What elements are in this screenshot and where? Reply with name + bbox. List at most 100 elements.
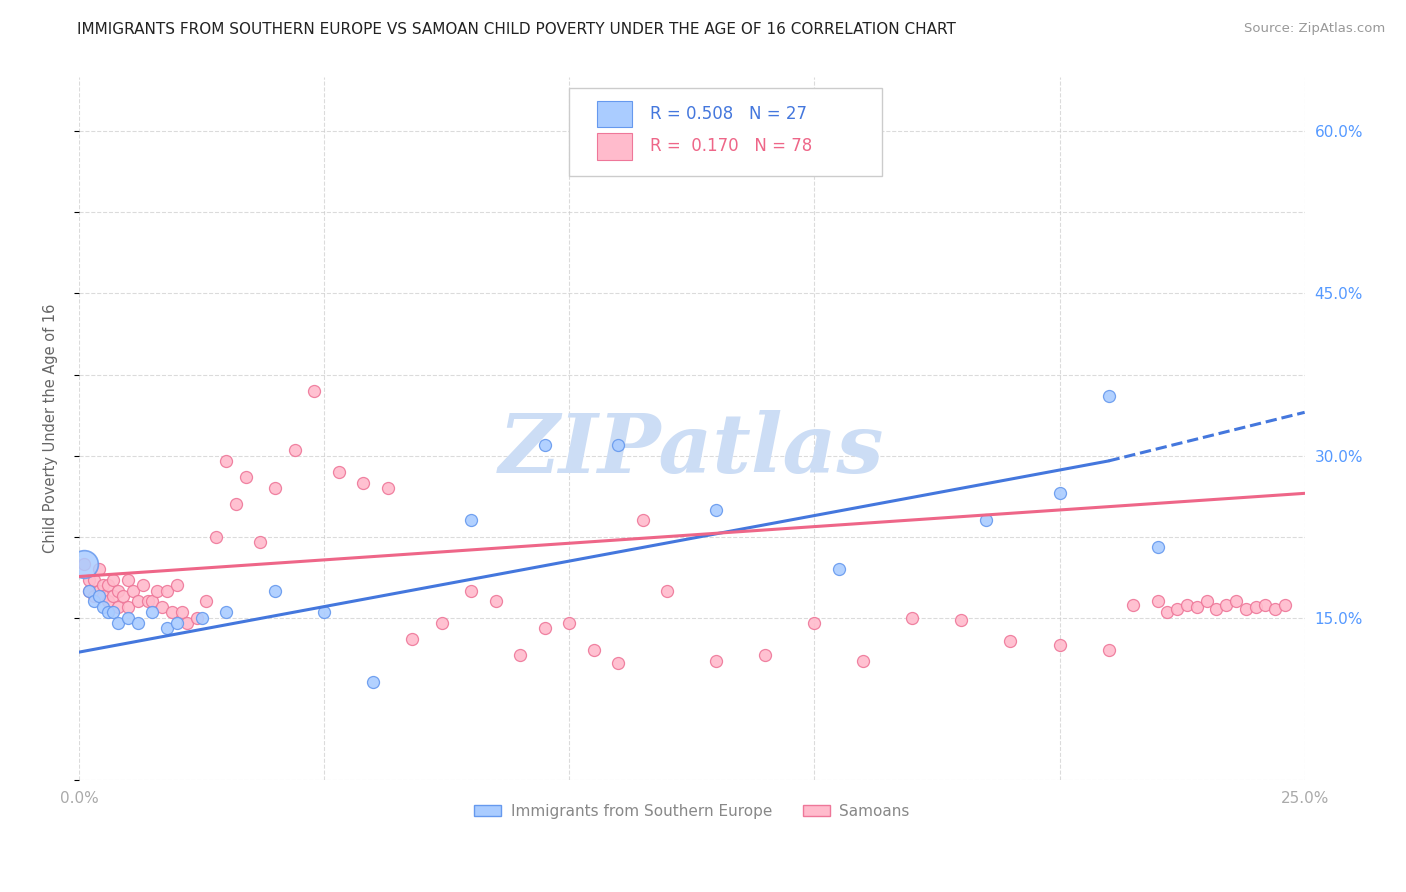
Point (93, 599, 115, 614)
Point (657, 583, 679, 598)
Point (117, 599, 139, 614)
Point (176, 615, 198, 630)
Y-axis label: Child Poverty Under the Age of 16: Child Poverty Under the Age of 16 (44, 304, 58, 553)
Point (950, 613, 973, 627)
Point (1205, 602, 1227, 616)
Point (83, 589, 105, 603)
Point (215, 454, 238, 468)
Legend: Immigrants from Southern Europe, Samoans: Immigrants from Southern Europe, Samoans (468, 797, 915, 824)
Point (122, 583, 145, 598)
Point (127, 615, 149, 630)
Bar (598, 133, 631, 160)
Point (249, 535, 271, 549)
Point (73, 557, 96, 571)
Point (83, 573, 105, 587)
Point (1122, 598, 1144, 612)
Point (852, 654, 875, 668)
Point (401, 632, 423, 647)
Point (558, 615, 581, 630)
Point (156, 583, 179, 598)
Point (1097, 389, 1119, 403)
Point (87, 562, 110, 576)
Point (103, 573, 125, 587)
Point (77, 573, 100, 587)
Point (127, 594, 149, 608)
Point (97, 594, 120, 608)
Point (284, 443, 307, 458)
Point (186, 610, 208, 624)
Point (141, 605, 163, 619)
Point (974, 513, 997, 527)
Point (77, 583, 100, 598)
Point (215, 605, 238, 619)
Point (205, 530, 228, 544)
Point (1049, 638, 1071, 652)
Point (107, 583, 129, 598)
Point (803, 615, 825, 630)
Point (828, 562, 851, 576)
Point (117, 573, 139, 587)
Point (304, 384, 326, 398)
Point (107, 599, 129, 614)
Point (1254, 598, 1277, 612)
Point (460, 583, 482, 598)
Point (166, 615, 188, 630)
Point (1215, 598, 1237, 612)
Point (533, 621, 555, 635)
Point (146, 583, 169, 598)
FancyBboxPatch shape (569, 88, 882, 176)
Point (1274, 598, 1296, 612)
Point (1185, 599, 1208, 614)
Point (136, 594, 159, 608)
Point (1166, 602, 1188, 616)
Point (1049, 486, 1071, 500)
Point (83, 594, 105, 608)
Point (1146, 541, 1168, 555)
Point (166, 578, 188, 592)
Point (704, 502, 727, 516)
Text: Source: ZipAtlas.com: Source: ZipAtlas.com (1244, 22, 1385, 36)
Point (160, 605, 183, 619)
Point (141, 594, 163, 608)
Point (704, 654, 727, 668)
Point (235, 470, 257, 484)
Point (112, 589, 135, 603)
Point (107, 615, 129, 630)
Point (1146, 594, 1168, 608)
Point (73, 557, 96, 571)
Point (314, 605, 336, 619)
Point (1175, 598, 1198, 612)
Point (533, 438, 555, 452)
Point (1234, 602, 1257, 616)
Point (460, 513, 482, 527)
Point (582, 643, 605, 657)
Point (156, 621, 179, 635)
Point (93, 589, 115, 603)
Point (328, 465, 350, 479)
Point (361, 675, 384, 690)
Point (901, 610, 924, 624)
Point (103, 589, 125, 603)
Point (754, 648, 776, 663)
Point (1000, 634, 1022, 648)
Point (264, 481, 287, 495)
Point (103, 605, 125, 619)
Point (1097, 643, 1119, 657)
Text: ZIPatlas: ZIPatlas (499, 409, 884, 490)
Point (195, 594, 218, 608)
Point (117, 610, 139, 624)
Point (225, 497, 247, 511)
Text: R = 0.508   N = 27: R = 0.508 N = 27 (650, 105, 807, 123)
Point (631, 513, 654, 527)
Text: IMMIGRANTS FROM SOUTHERN EUROPE VS SAMOAN CHILD POVERTY UNDER THE AGE OF 16 CORR: IMMIGRANTS FROM SOUTHERN EUROPE VS SAMOA… (77, 22, 956, 37)
Point (1244, 599, 1267, 614)
Bar (598, 101, 631, 128)
Point (509, 648, 531, 663)
Point (97, 578, 120, 592)
Point (87, 583, 110, 598)
Text: R =  0.170   N = 78: R = 0.170 N = 78 (650, 137, 813, 155)
Point (377, 481, 399, 495)
Point (352, 475, 374, 490)
Point (607, 438, 630, 452)
Point (131, 578, 153, 592)
